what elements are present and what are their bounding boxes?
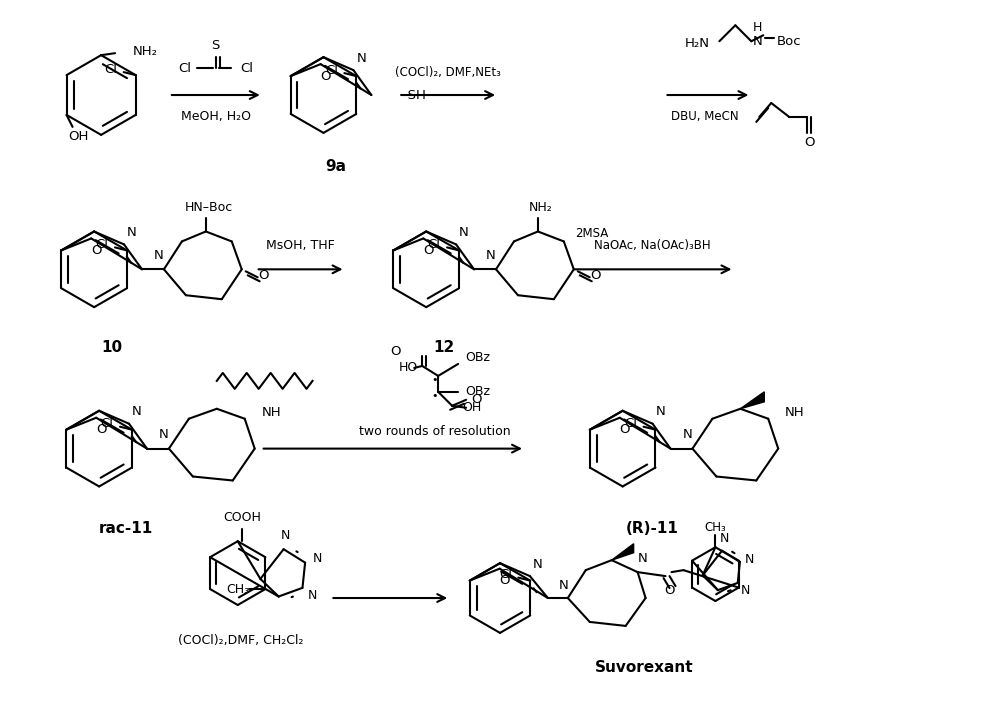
Text: N: N <box>308 589 317 603</box>
Text: HO: HO <box>398 361 418 375</box>
Text: NaOAc, Na(OAc)₃BH: NaOAc, Na(OAc)₃BH <box>594 239 711 252</box>
Text: Cl: Cl <box>101 417 114 430</box>
Text: 9a: 9a <box>325 159 346 174</box>
Text: N: N <box>357 51 366 65</box>
Text: OBz: OBz <box>465 351 490 365</box>
Polygon shape <box>740 392 764 409</box>
Text: N: N <box>486 249 496 262</box>
Text: two rounds of resolution: two rounds of resolution <box>359 425 511 438</box>
Text: COOH: COOH <box>223 511 261 524</box>
Text: N: N <box>154 249 164 262</box>
Text: (COCl)₂,DMF, CH₂Cl₂: (COCl)₂,DMF, CH₂Cl₂ <box>178 634 303 648</box>
Text: MeOH, H₂O: MeOH, H₂O <box>181 111 251 123</box>
Text: O: O <box>258 269 269 282</box>
Text: HN–Boc: HN–Boc <box>185 201 233 214</box>
Text: MsOH, THF: MsOH, THF <box>266 239 335 252</box>
Text: NH₂: NH₂ <box>529 201 553 214</box>
Text: Suvorexant: Suvorexant <box>595 660 694 675</box>
Text: Cl: Cl <box>240 62 253 75</box>
Text: O: O <box>664 584 675 596</box>
Text: O: O <box>320 70 331 82</box>
Text: •: • <box>431 375 437 385</box>
Text: S: S <box>212 39 220 51</box>
Text: •: • <box>431 391 437 401</box>
Text: CH₃: CH₃ <box>226 583 249 596</box>
Text: Cl: Cl <box>178 62 191 75</box>
Polygon shape <box>612 543 634 560</box>
Text: N: N <box>719 532 729 546</box>
Text: Cl: Cl <box>499 568 512 581</box>
Text: O: O <box>471 394 481 406</box>
Text: 2MSA: 2MSA <box>575 227 608 240</box>
Text: O: O <box>804 137 814 149</box>
Text: NH₂: NH₂ <box>133 44 158 58</box>
Text: O: O <box>96 423 106 436</box>
Text: N: N <box>741 584 750 598</box>
Text: 12: 12 <box>434 339 455 355</box>
Text: OH: OH <box>462 401 481 414</box>
Text: N: N <box>159 428 169 441</box>
Text: DBU, MeCN: DBU, MeCN <box>671 111 738 123</box>
Text: N: N <box>127 226 137 239</box>
Text: N: N <box>459 226 469 239</box>
Text: H₂N: H₂N <box>684 37 709 50</box>
Text: N: N <box>683 428 692 441</box>
Text: O: O <box>590 269 601 282</box>
Text: –SH: –SH <box>401 89 426 101</box>
Text: 10: 10 <box>102 339 123 355</box>
Text: N: N <box>132 406 142 418</box>
Text: N: N <box>281 529 290 542</box>
Text: Cl: Cl <box>96 238 109 251</box>
Text: N: N <box>745 553 755 567</box>
Text: OBz: OBz <box>465 385 490 398</box>
Text: NH: NH <box>785 406 805 420</box>
Text: Boc: Boc <box>777 34 802 48</box>
Text: N: N <box>656 406 665 418</box>
Text: (COCl)₂, DMF,NEt₃: (COCl)₂, DMF,NEt₃ <box>395 65 501 79</box>
Text: O: O <box>390 344 401 358</box>
Text: Cl: Cl <box>428 238 441 251</box>
Text: H: H <box>753 21 762 34</box>
Text: N: N <box>752 34 762 48</box>
Text: O: O <box>423 244 434 257</box>
Text: N: N <box>559 579 569 591</box>
Text: O: O <box>499 574 510 587</box>
Text: O: O <box>619 423 630 436</box>
Text: N: N <box>533 558 543 571</box>
Text: NH: NH <box>262 406 281 420</box>
Text: Cl: Cl <box>624 417 637 430</box>
Text: O: O <box>91 244 101 257</box>
Text: N: N <box>312 552 322 565</box>
Text: OH: OH <box>68 130 89 144</box>
Text: N: N <box>638 552 647 565</box>
Text: CH₃: CH₃ <box>705 521 726 534</box>
Text: rac-11: rac-11 <box>99 521 153 536</box>
Text: Cl: Cl <box>104 63 117 75</box>
Text: Cl: Cl <box>325 63 338 77</box>
Text: (R)-11: (R)-11 <box>626 521 679 536</box>
